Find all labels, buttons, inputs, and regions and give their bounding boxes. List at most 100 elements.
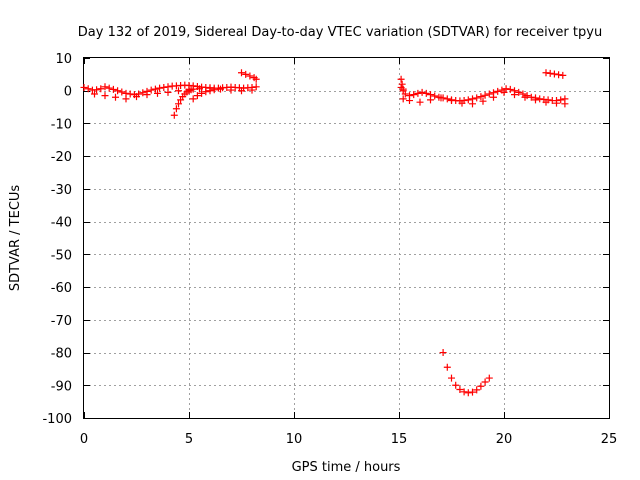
data-point bbox=[448, 374, 455, 382]
data-point bbox=[456, 386, 464, 394]
y-tick-label: 10 bbox=[55, 52, 72, 67]
data-point bbox=[399, 95, 407, 103]
x-axis-label: GPS time / hours bbox=[292, 460, 401, 475]
data-point bbox=[427, 96, 434, 104]
data-point bbox=[532, 96, 539, 104]
data-point bbox=[494, 87, 502, 95]
data-point bbox=[238, 87, 245, 95]
x-tick-label: 10 bbox=[286, 432, 303, 447]
data-point bbox=[164, 88, 172, 96]
y-axis-label: SDTVAR / TECUs bbox=[8, 185, 23, 292]
data-point bbox=[238, 69, 245, 77]
data-point bbox=[114, 87, 122, 95]
data-point bbox=[172, 105, 180, 113]
data-point bbox=[156, 84, 164, 92]
data-point bbox=[473, 386, 481, 394]
axis-ticks bbox=[84, 58, 610, 419]
data-point bbox=[151, 85, 159, 93]
data-point bbox=[80, 83, 88, 91]
x-tick-label: 0 bbox=[80, 432, 88, 447]
data-point bbox=[246, 72, 254, 80]
data-point bbox=[485, 374, 493, 382]
plot-frame bbox=[83, 57, 610, 419]
y-tick-label: -30 bbox=[51, 183, 72, 198]
data-point bbox=[160, 83, 168, 91]
data-point bbox=[193, 92, 201, 100]
data-point bbox=[154, 89, 161, 97]
x-tick-label: 5 bbox=[185, 432, 193, 447]
data-point bbox=[109, 85, 117, 93]
y-tick-label: -90 bbox=[51, 379, 72, 394]
data-point bbox=[469, 100, 476, 108]
data-point bbox=[550, 70, 558, 78]
data-point bbox=[217, 85, 224, 93]
y-tick-label: -40 bbox=[51, 216, 72, 231]
data-point bbox=[189, 95, 197, 103]
data-point bbox=[97, 85, 105, 93]
data-point bbox=[252, 75, 260, 83]
data-point bbox=[202, 88, 210, 96]
data-point bbox=[481, 91, 489, 99]
y-tick-label: 0 bbox=[64, 85, 72, 100]
data-point bbox=[418, 88, 426, 96]
data-point bbox=[448, 97, 455, 105]
data-point bbox=[139, 89, 147, 97]
data-point bbox=[515, 88, 523, 96]
data-point bbox=[248, 86, 256, 94]
data-point bbox=[399, 85, 407, 93]
data-point bbox=[477, 382, 485, 390]
data-point bbox=[210, 86, 218, 94]
data-point bbox=[536, 95, 544, 103]
data-point bbox=[546, 69, 554, 77]
data-point bbox=[406, 97, 413, 105]
data-point bbox=[477, 93, 485, 101]
data-point bbox=[469, 388, 476, 396]
data-point bbox=[511, 91, 518, 99]
data-point bbox=[252, 83, 260, 91]
data-point bbox=[490, 93, 497, 101]
data-point bbox=[398, 80, 406, 88]
data-point bbox=[439, 349, 447, 357]
data-point bbox=[84, 85, 92, 93]
data-point bbox=[93, 86, 101, 94]
data-point bbox=[101, 83, 109, 91]
y-tick-label: -70 bbox=[51, 314, 72, 329]
data-point bbox=[527, 93, 535, 101]
data-point bbox=[143, 91, 151, 99]
data-point bbox=[561, 100, 569, 108]
data-point bbox=[479, 97, 487, 105]
data-point bbox=[410, 91, 418, 99]
data-point bbox=[414, 89, 422, 97]
data-point bbox=[91, 90, 98, 98]
data-point bbox=[506, 85, 514, 93]
data-point bbox=[118, 88, 126, 96]
data-point bbox=[443, 95, 451, 103]
data-point bbox=[242, 70, 250, 78]
data-point bbox=[422, 89, 430, 97]
data-point bbox=[500, 88, 508, 96]
x-tick-label: 25 bbox=[601, 432, 618, 447]
data-point bbox=[437, 94, 445, 102]
data-point bbox=[133, 93, 140, 101]
data-point bbox=[485, 90, 493, 98]
data-point bbox=[189, 85, 197, 93]
grid-lines bbox=[84, 58, 609, 418]
data-point bbox=[464, 96, 472, 104]
y-tick-label: -80 bbox=[51, 347, 72, 362]
data-point bbox=[227, 86, 235, 94]
x-tick-label: 20 bbox=[496, 432, 513, 447]
data-point bbox=[401, 90, 409, 98]
data-point bbox=[112, 93, 119, 101]
y-tick-labels: 10 0 -10 -20 -30 -40 -50 -60 -70 -80 -90 -100 bbox=[42, 52, 72, 427]
data-point bbox=[431, 92, 439, 100]
data-point bbox=[170, 111, 178, 119]
x-tick-labels: 0 5 10 15 20 25 bbox=[80, 432, 617, 447]
data-point bbox=[559, 71, 567, 79]
data-point bbox=[443, 363, 451, 371]
data-point bbox=[105, 84, 113, 92]
data-point bbox=[206, 87, 214, 95]
data-point bbox=[175, 100, 182, 108]
data-point bbox=[555, 71, 563, 79]
